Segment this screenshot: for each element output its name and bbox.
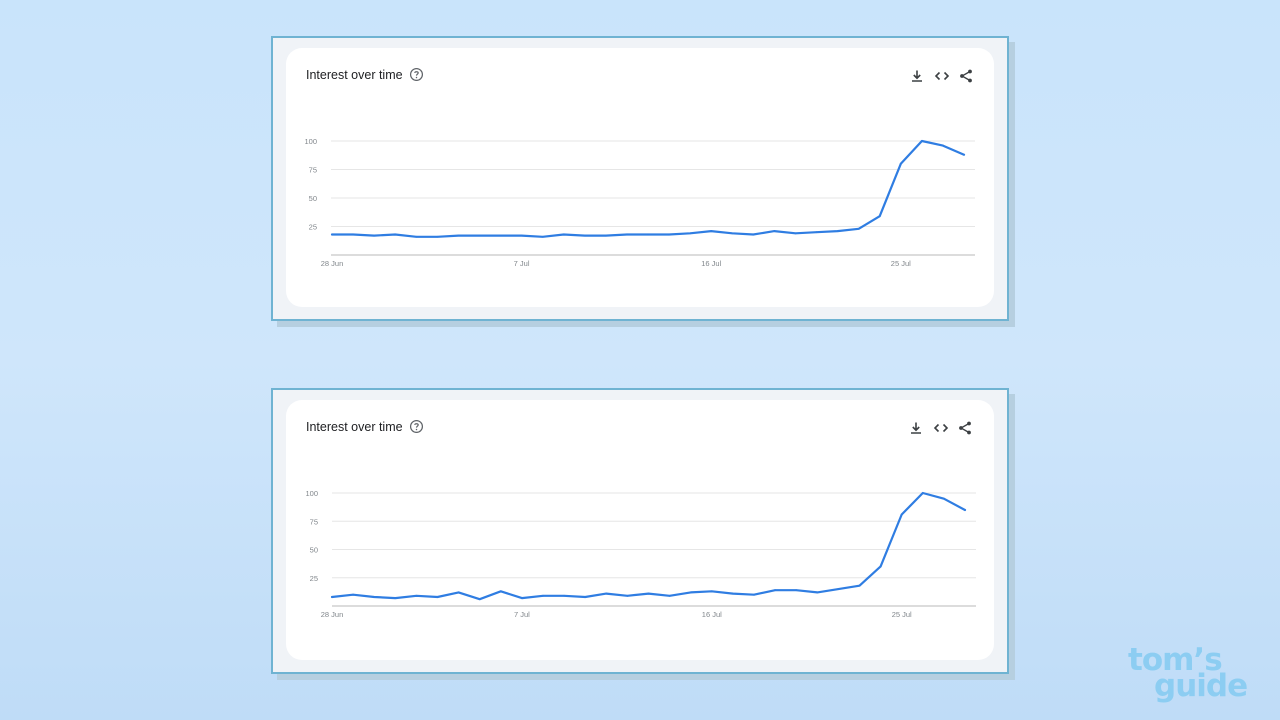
y-tick-label: 100 (305, 489, 318, 498)
x-tick-label: 16 Jul (702, 610, 722, 619)
data-point (331, 233, 333, 236)
download-icon[interactable] (908, 420, 924, 436)
share-icon[interactable] (957, 420, 973, 436)
interest-card-2: Interest over time 25 50 75 100 28 Jun 7 Jul 1… (286, 400, 994, 660)
data-point (499, 590, 502, 593)
data-point (457, 234, 460, 237)
data-point (753, 593, 755, 596)
data-point (394, 233, 397, 236)
x-tick-label: 28 Jun (321, 259, 344, 268)
data-point (795, 589, 798, 592)
data-point (710, 590, 713, 593)
data-point (352, 233, 354, 236)
data-point (816, 591, 819, 594)
x-tick-label: 7 Jul (514, 259, 530, 268)
data-point (836, 230, 839, 232)
x-tick-label: 16 Jul (701, 259, 721, 268)
data-point (752, 233, 755, 236)
data-point (520, 234, 523, 237)
data-point (457, 591, 460, 594)
x-tick-label: 28 Jun (321, 610, 344, 619)
data-point (879, 565, 882, 568)
data-point (942, 144, 944, 147)
data-point (647, 233, 649, 236)
data-point (563, 594, 565, 597)
data-point (626, 594, 629, 597)
brand-line-1: tom’s (1128, 642, 1223, 678)
data-point (373, 596, 376, 598)
data-point (794, 232, 797, 235)
data-point (943, 497, 945, 500)
data-point (647, 592, 650, 595)
download-icon[interactable] (909, 68, 925, 84)
data-point (521, 597, 523, 599)
data-point (878, 215, 881, 218)
data-point (584, 596, 587, 598)
data-point (478, 234, 481, 237)
data-point (415, 594, 418, 597)
data-point (920, 140, 923, 142)
embed-code-icon[interactable] (934, 68, 950, 84)
data-point (731, 232, 734, 235)
toms-guide-logo: tom’s guide (1126, 640, 1256, 710)
help-circle-icon[interactable] (409, 67, 424, 82)
y-tick-label: 75 (310, 517, 318, 526)
data-point (668, 233, 670, 236)
data-point (499, 234, 502, 237)
data-point (858, 584, 861, 587)
data-point (352, 593, 354, 596)
data-point (541, 235, 544, 238)
card-title: Interest over time (306, 420, 403, 434)
data-point (542, 594, 544, 597)
x-tick-label: 25 Jul (892, 610, 912, 619)
card-title: Interest over time (306, 68, 403, 82)
data-point (478, 598, 481, 601)
y-tick-label: 75 (309, 166, 317, 175)
data-point (899, 162, 902, 165)
data-point (815, 231, 818, 234)
data-point (331, 596, 333, 598)
interest-card-1: Interest over time 25 50 75 100 28 Jun 7 Jul 1… (286, 48, 994, 307)
chart-frame-2: Interest over time 25 50 75 100 28 Jun 7 Jul 1… (271, 388, 1009, 674)
help-circle-icon[interactable] (409, 419, 424, 434)
data-point (837, 588, 840, 590)
data-point (689, 591, 692, 594)
brand-line-2: guide (1154, 668, 1248, 704)
data-point (921, 492, 924, 494)
data-point (605, 592, 608, 595)
data-point (773, 230, 776, 232)
y-tick-label: 25 (310, 574, 318, 583)
y-tick-label: 50 (310, 546, 318, 555)
data-point (415, 235, 418, 238)
y-tick-label: 100 (304, 137, 317, 146)
data-point (857, 227, 860, 230)
share-icon[interactable] (958, 68, 974, 84)
y-tick-label: 50 (309, 194, 317, 203)
data-point (689, 232, 692, 235)
x-tick-label: 25 Jul (891, 259, 911, 268)
data-point (583, 234, 586, 237)
y-tick-label: 25 (309, 223, 317, 232)
data-point (626, 233, 628, 236)
data-point (710, 230, 713, 232)
series-line (330, 139, 966, 238)
data-point (668, 594, 671, 597)
data-point (964, 509, 966, 511)
data-point (562, 233, 565, 236)
data-point (436, 235, 439, 238)
data-point (963, 153, 965, 156)
chart-frame-1: Interest over time 25 50 75 100 28 Jun 7 Jul 1… (271, 36, 1009, 321)
data-point (732, 592, 734, 595)
data-point (900, 513, 903, 516)
data-point (373, 234, 376, 237)
series-line (330, 491, 967, 601)
data-point (604, 234, 607, 237)
data-point (436, 596, 439, 598)
interest-chart-2: 25 50 75 100 28 Jun 7 Jul 16 Jul 25 Jul (305, 489, 976, 619)
data-point (394, 597, 397, 599)
x-tick-label: 7 Jul (514, 610, 530, 619)
embed-code-icon[interactable] (933, 420, 949, 436)
interest-chart-1: 25 50 75 100 28 Jun 7 Jul 16 Jul 25 Jul (304, 137, 975, 268)
data-point (774, 589, 776, 592)
